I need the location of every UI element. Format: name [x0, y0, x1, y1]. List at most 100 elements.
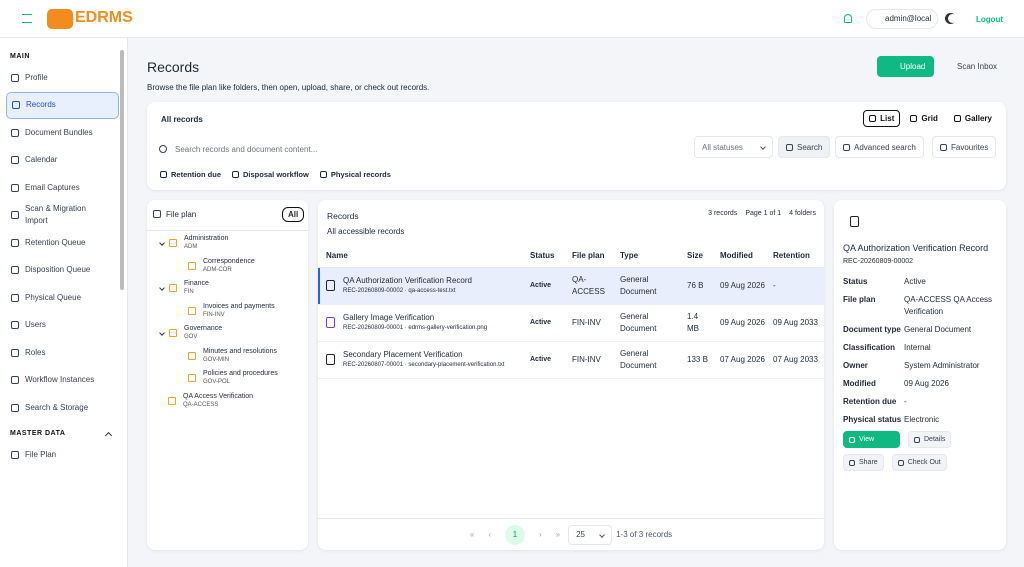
view-toggle[interactable]: Grid — [904, 110, 944, 127]
quick-filter[interactable]: Disposal workflow — [232, 170, 309, 179]
nav-item[interactable]: Email Captures — [6, 174, 119, 202]
nav-item[interactable]: Disposition Queue — [6, 257, 119, 285]
tree-node[interactable]: Governance GOV — [159, 322, 304, 345]
all-button[interactable]: All — [282, 207, 305, 222]
nav-item[interactable]: Workflow Instances — [6, 367, 119, 395]
action-button[interactable]: Details — [908, 431, 952, 448]
record-row[interactable]: QA Authorization Verification Record REC-… — [318, 267, 824, 305]
page-nav[interactable]: » — [555, 530, 561, 539]
file-plan-cell: FIN-INV — [568, 304, 616, 342]
column-header: Modified — [716, 245, 769, 268]
type-cell: General Document — [616, 341, 683, 379]
record-row[interactable]: Secondary Placement Verification REC-2026… — [318, 341, 824, 379]
nav-item[interactable]: Roles — [6, 339, 119, 367]
nav-label: Disposition Queue — [25, 265, 91, 275]
page-nav[interactable]: ‹ — [488, 530, 491, 539]
icon — [232, 171, 239, 178]
record-name: Secondary Placement Verification — [343, 350, 463, 359]
folder-icon — [153, 210, 161, 218]
detail-field: Physical status Electronic — [843, 414, 997, 426]
record-details-panel: QA Authorization Verification Record REC-… — [834, 200, 1006, 550]
node-label: QA Access Verification — [183, 392, 254, 400]
icon — [11, 156, 19, 165]
name-cell: Secondary Placement Verification REC-2026… — [318, 341, 526, 379]
action-button[interactable]: Share — [843, 454, 884, 471]
tree-node[interactable]: Policies and procedures GOV-POL — [159, 367, 304, 390]
folder-icon — [188, 351, 196, 360]
nav-item[interactable]: Records — [6, 91, 119, 119]
record-name: Gallery Image Verification — [343, 313, 435, 322]
records-toolbar: All records List Grid Gallery Search records… — [147, 102, 1006, 190]
nav-item[interactable]: Document Bundles — [6, 119, 119, 147]
view-toggle[interactable]: Gallery — [947, 110, 998, 127]
record-row[interactable]: Gallery Image Verification REC-20260809-0… — [318, 304, 824, 342]
user-menu[interactable]: admin@local — [866, 9, 939, 29]
page-nav[interactable]: « — [469, 530, 475, 539]
view-switch: List Grid Gallery — [863, 110, 998, 127]
sidebar: MAIN Profile Records Document Bundles Calend… — [0, 38, 128, 567]
tree-node[interactable]: Administration ADM — [159, 232, 304, 255]
record-ref: REC-20260809-00002 · qa-access-test.txt — [343, 288, 456, 294]
quick-filter[interactable]: Physical records — [319, 170, 391, 179]
nav-item[interactable]: Physical Queue — [6, 284, 119, 312]
icon — [849, 459, 855, 466]
tree-node[interactable]: Correspondence ADM-COR — [159, 255, 304, 278]
tree-node[interactable]: Invoices and payments FIN-INV — [159, 300, 304, 323]
nav-item[interactable]: Profile — [6, 64, 119, 92]
nav-item[interactable]: Search & Storage — [6, 394, 119, 422]
node-code: ADM — [184, 244, 198, 251]
logout-link[interactable]: Logout — [976, 15, 1004, 24]
view-toggle[interactable]: List — [863, 110, 901, 127]
icon — [940, 143, 947, 151]
icon — [11, 293, 19, 302]
icon — [11, 451, 19, 460]
section-title: MASTER DATA — [10, 430, 66, 437]
search-button[interactable]: Search — [778, 136, 831, 158]
icon — [850, 216, 859, 227]
notifications-icon[interactable] — [844, 14, 852, 23]
nav-item[interactable]: File Plan — [6, 442, 119, 470]
column-header: Name — [318, 245, 526, 268]
page-size: 25 — [576, 530, 586, 539]
retention-cell: 09 Aug 2033 — [769, 304, 824, 342]
nav-label: Workflow Instances — [25, 375, 95, 385]
records-folders: 4 folders — [789, 210, 816, 217]
tree-node[interactable]: QA Access Verification QA-ACCESS — [159, 390, 304, 413]
scan-inbox-button[interactable]: Scan Inbox — [957, 62, 998, 71]
quick-filter[interactable]: Retention due — [160, 170, 221, 179]
pagination-summary: 1-3 of 3 records — [616, 530, 673, 539]
status-select[interactable]: All statuses — [694, 136, 773, 158]
nav-item[interactable]: Scan & Migration Import — [6, 202, 119, 230]
theme-toggle[interactable] — [948, 14, 957, 23]
collapse-icon[interactable] — [104, 431, 113, 439]
column-header: Status — [526, 245, 568, 268]
page-nav[interactable]: › — [538, 530, 542, 539]
advanced-search-button[interactable]: Advanced search — [835, 136, 924, 158]
name-wrap: Gallery Image Verification REC-20260809-0… — [326, 312, 522, 333]
folder-icon — [169, 284, 177, 293]
action-button[interactable]: Check Out — [891, 454, 947, 471]
menu-icon[interactable] — [22, 14, 32, 23]
field-label: Classification — [843, 343, 896, 352]
file-plan-title: File plan — [166, 210, 197, 219]
field-value: Electronic — [904, 415, 940, 424]
favourites-button[interactable]: Favourites — [932, 136, 997, 158]
current-page[interactable]: 1 — [504, 524, 525, 545]
tree-node[interactable]: Minutes and resolutions GOV-MIN — [159, 345, 304, 368]
nav-item[interactable]: Calendar — [6, 147, 119, 175]
records-panel: Records All accessible records 3 records Pa… — [318, 200, 824, 550]
page-size-select[interactable]: 25 — [568, 524, 613, 545]
upload-button[interactable]: Upload — [877, 56, 935, 77]
icon — [11, 403, 19, 412]
action-button[interactable]: View — [843, 431, 900, 448]
icon — [11, 376, 19, 385]
table-body: QA Authorization Verification Record REC-… — [318, 267, 824, 379]
view-label: List — [880, 114, 895, 123]
search-input[interactable]: Search records and document content... — [159, 139, 679, 159]
nav-item[interactable]: Users — [6, 312, 119, 340]
type-cell: General Document — [616, 304, 683, 342]
nav-label: Records — [26, 100, 56, 110]
tree-node[interactable]: Finance FIN — [159, 277, 304, 300]
nav-item[interactable]: Retention Queue — [6, 229, 119, 257]
field-value: - — [904, 397, 907, 406]
